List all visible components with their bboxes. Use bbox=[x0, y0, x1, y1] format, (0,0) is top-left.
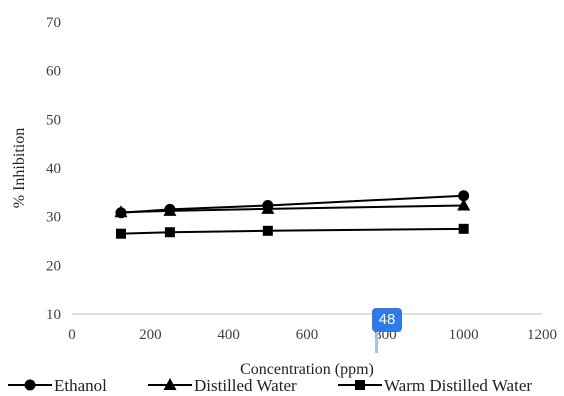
data-point bbox=[458, 223, 469, 234]
data-point bbox=[114, 205, 128, 218]
legend-label: Warm Distilled Water bbox=[384, 376, 532, 395]
series-warm-distilled-water bbox=[115, 223, 469, 239]
data-point bbox=[115, 228, 126, 239]
data-point bbox=[262, 225, 273, 236]
x-tick-label: 200 bbox=[139, 327, 162, 343]
series-group bbox=[114, 190, 471, 239]
legend: Ethanol Distilled Water Warm Distilled Wat… bbox=[8, 376, 532, 395]
data-point bbox=[164, 227, 175, 238]
x-tick-label: 1000 bbox=[449, 327, 479, 343]
series-line bbox=[120, 204, 464, 214]
x-tick-label: 600 bbox=[296, 327, 319, 343]
data-point bbox=[457, 198, 471, 211]
x-tick-labels: 0 200 400 600 800 1000 1200 bbox=[68, 327, 557, 343]
y-tick-label: 70 bbox=[46, 15, 61, 31]
y-axis-label: % Inhibition bbox=[11, 128, 28, 208]
series-line bbox=[120, 227, 464, 235]
legend-marker bbox=[24, 379, 36, 391]
annotation-badge[interactable]: 48 bbox=[372, 308, 402, 332]
x-tick-label: 400 bbox=[217, 327, 240, 343]
y-tick-label: 30 bbox=[46, 210, 61, 226]
x-tick-label: 1200 bbox=[527, 327, 557, 343]
y-tick-labels: 10 20 30 40 50 60 70 bbox=[46, 15, 61, 323]
y-tick-label: 40 bbox=[46, 161, 61, 177]
data-point bbox=[261, 201, 275, 214]
x-axis-label: Concentration (ppm) bbox=[240, 361, 374, 378]
legend-item: Ethanol bbox=[8, 376, 107, 395]
x-tick-label: 0 bbox=[68, 327, 76, 343]
badge-stem bbox=[375, 333, 378, 353]
y-tick-label: 60 bbox=[46, 64, 61, 80]
legend-marker bbox=[355, 380, 365, 390]
legend-item: Distilled Water bbox=[148, 376, 297, 395]
data-point bbox=[163, 203, 177, 216]
data-point bbox=[458, 190, 470, 202]
legend-marker bbox=[163, 378, 177, 390]
y-tick-label: 10 bbox=[46, 307, 61, 323]
legend-item: Warm Distilled Water bbox=[338, 376, 532, 395]
y-tick-label: 50 bbox=[46, 112, 61, 128]
legend-label: Ethanol bbox=[54, 376, 107, 395]
legend-label: Distilled Water bbox=[194, 376, 297, 395]
series-distilled-water bbox=[114, 198, 471, 218]
y-tick-label: 20 bbox=[46, 258, 61, 274]
